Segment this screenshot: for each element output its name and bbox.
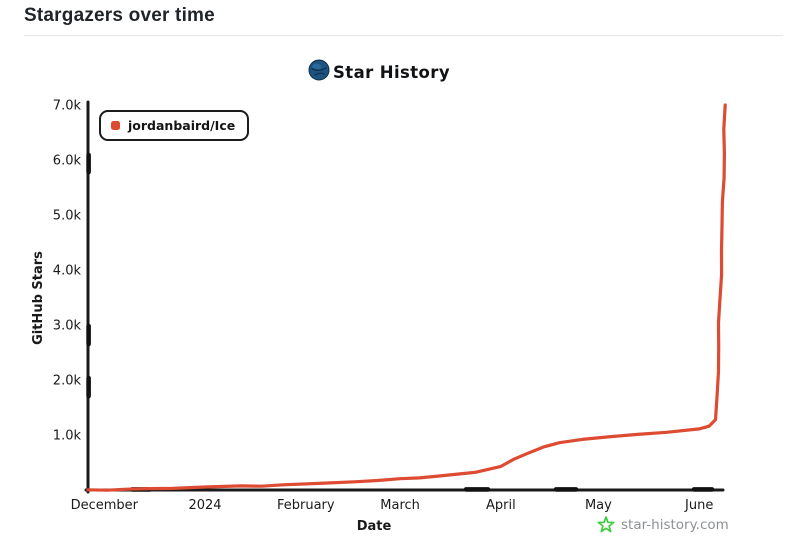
x-tick-label: December — [71, 498, 139, 513]
y-tick-label: 6.0k — [53, 154, 82, 169]
x-tick-label: April — [486, 498, 516, 513]
y-axis-title: GitHub Stars — [31, 251, 46, 345]
watermark-text: star-history.com — [621, 517, 729, 533]
x-tick-label: May — [585, 498, 612, 513]
series-line — [86, 103, 727, 492]
x-tick-label: 2024 — [188, 498, 221, 513]
x-tick-label: June — [684, 498, 713, 513]
y-tick-label: 3.0k — [53, 319, 82, 334]
y-tick-label: 4.0k — [53, 264, 82, 279]
y-tick-label: 5.0k — [53, 209, 82, 224]
chart-legend: jordanbaird/Ice — [99, 110, 250, 141]
x-tick-label: March — [380, 498, 420, 513]
x-axis-title: Date — [357, 519, 392, 534]
watermark-link[interactable]: star-history.com — [597, 516, 729, 534]
x-tick-label: February — [277, 498, 335, 513]
legend-label: jordanbaird/Ice — [128, 118, 236, 133]
legend-marker-icon — [111, 121, 120, 130]
green-star-icon — [597, 516, 615, 533]
y-tick-label: 7.0k — [53, 99, 82, 114]
y-tick-label: 2.0k — [53, 374, 82, 389]
chart-header: Star History — [308, 59, 450, 86]
page-title: Stargazers over time — [24, 5, 215, 26]
star-history-logo-icon — [308, 59, 330, 86]
chart-title: Star History — [333, 62, 450, 82]
header-divider — [24, 35, 783, 36]
y-tick-label: 1.0k — [53, 429, 82, 444]
